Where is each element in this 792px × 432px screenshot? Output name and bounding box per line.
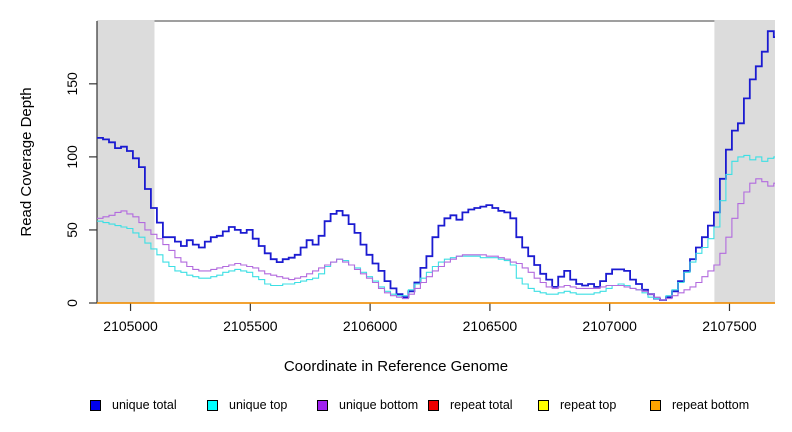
legend-label-unique-top: unique top xyxy=(229,398,288,412)
svg-text:100: 100 xyxy=(64,145,80,169)
legend-label-unique-total: unique total xyxy=(112,398,177,412)
svg-text:150: 150 xyxy=(64,72,80,96)
svg-text:2107500: 2107500 xyxy=(702,318,757,334)
svg-text:0: 0 xyxy=(64,299,80,307)
repeat-bottom-swatch xyxy=(650,399,661,411)
legend-item-repeat-bottom: repeat bottom xyxy=(650,398,749,412)
legend-item-unique-total: unique total xyxy=(90,398,177,412)
legend: unique total unique top unique bottom re… xyxy=(0,398,792,418)
svg-text:50: 50 xyxy=(64,222,80,238)
plot-area: 2105000 2105500 2106000 2106500 2107000 21075… xyxy=(64,20,775,334)
unique-bottom-swatch xyxy=(317,399,328,411)
unique-top-swatch xyxy=(207,399,218,411)
legend-label-repeat-bottom: repeat bottom xyxy=(672,398,750,412)
legend-item-repeat-top: repeat top xyxy=(538,398,616,412)
legend-item-unique-bottom: unique bottom xyxy=(317,398,418,412)
x-axis-title: Coordinate in Reference Genome xyxy=(283,358,509,375)
legend-label-repeat-top: repeat top xyxy=(560,398,617,412)
y-axis-title: Read Coverage Depth xyxy=(18,87,35,237)
svg-text:2105000: 2105000 xyxy=(103,318,158,334)
svg-text:2105500: 2105500 xyxy=(223,318,278,334)
repeat-top-swatch xyxy=(538,399,549,411)
legend-item-unique-top: unique top xyxy=(207,398,287,412)
svg-text:2106500: 2106500 xyxy=(463,318,518,334)
legend-label-repeat-total: repeat total xyxy=(450,398,513,412)
svg-text:2107000: 2107000 xyxy=(582,318,637,334)
unique-total-swatch xyxy=(90,399,101,411)
repeat-total-swatch xyxy=(428,399,439,411)
legend-label-unique-bottom: unique bottom xyxy=(339,398,419,412)
svg-text:2106000: 2106000 xyxy=(343,318,398,334)
legend-item-repeat-total: repeat total xyxy=(428,398,513,412)
